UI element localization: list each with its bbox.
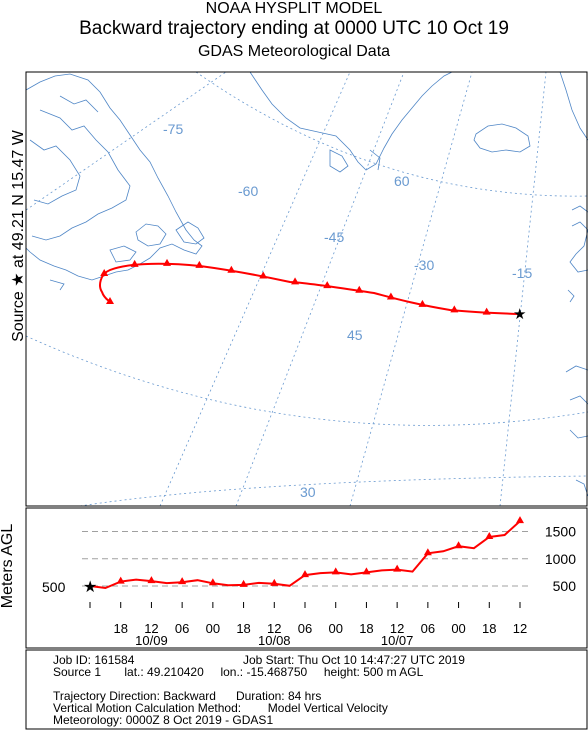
trajectory-path	[99, 262, 520, 315]
x-tick-label: 18	[236, 621, 250, 636]
meridian-lines	[26, 72, 547, 506]
parallel-labels: 60 45 30	[300, 173, 410, 500]
x-tick-label: 00	[328, 621, 342, 636]
height-panel: 500 1000 1500 ★ 500 18 12 06 00 18 12 06 00 18 12 06…	[25, 507, 588, 649]
trajectory-point	[418, 299, 427, 307]
x-tick-label: 00	[206, 621, 220, 636]
x-tick-label: 12	[390, 621, 404, 636]
x-tick-label: 18	[359, 621, 373, 636]
trajectory-direction: Trajectory Direction: Backward Duration:…	[53, 689, 322, 703]
x-tick-label: 06	[175, 621, 189, 636]
height-markers: ★	[83, 516, 524, 596]
trajectory-point	[355, 285, 364, 293]
trajectory-point	[195, 260, 204, 268]
trajectory-point	[106, 297, 114, 304]
map-frame	[25, 71, 588, 507]
x-tick-label: 18	[482, 621, 496, 636]
height-point	[208, 578, 217, 586]
model-title: NOAA HYSPLIT MODEL	[205, 0, 383, 17]
x-tick-label: 00	[451, 621, 465, 636]
height-tick-label: 1000	[545, 551, 576, 567]
x-tick-label: 06	[421, 621, 435, 636]
x-date-label: 10/07	[381, 633, 414, 648]
height-tick-label: 500	[553, 578, 577, 594]
height-point	[393, 564, 402, 572]
height-point	[239, 579, 248, 587]
meridian-label: -15	[512, 265, 532, 281]
x-tick-label: 12	[513, 621, 527, 636]
job-id: Job ID: 161584	[53, 653, 135, 667]
x-date-label: 10/08	[258, 633, 291, 648]
height-point	[331, 567, 340, 575]
meridian-labels: -75 -60 -45 -30 -15	[163, 121, 532, 281]
meridian-label: -75	[163, 121, 183, 137]
height-point	[362, 567, 371, 575]
map-panel: -75 -60 -45 -30 -15 60 45 30 ★	[25, 71, 588, 507]
height-point	[454, 541, 463, 549]
height-point	[485, 531, 494, 539]
trajectory-point	[130, 259, 139, 267]
height-point	[147, 576, 156, 584]
height-point	[178, 577, 187, 585]
trajectory-point	[163, 258, 172, 266]
meridian-label: -60	[238, 183, 258, 199]
height-frame	[25, 507, 588, 649]
height-point	[270, 578, 279, 586]
parallel-label: 60	[394, 173, 410, 189]
height-point	[116, 576, 125, 584]
trajectory-point	[291, 277, 300, 285]
x-tick-marks	[89, 602, 521, 608]
trajectory-markers	[100, 258, 491, 315]
parallel-lines	[26, 72, 588, 506]
trajectory-point	[323, 281, 332, 289]
info-frame	[25, 649, 588, 730]
x-tick-label: 18	[113, 621, 127, 636]
height-point	[301, 570, 309, 578]
vertical-motion: Vertical Motion Calculation Method: Mode…	[53, 701, 388, 715]
x-tick-label: 06	[298, 621, 312, 636]
source-info: Source 1 lat.: 49.210420 lon.: -15.46875…	[53, 665, 424, 679]
height-tick-label: 1500	[545, 524, 576, 540]
x-date-labels: 10/09 10/08 10/07	[135, 633, 413, 648]
height-point	[423, 548, 432, 556]
height-source-star-icon: ★	[83, 579, 97, 596]
parallel-label: 45	[347, 327, 363, 343]
trajectory-point	[259, 271, 268, 279]
data-source-title: GDAS Meteorological Data	[197, 43, 391, 60]
trajectory-point	[227, 265, 236, 273]
height-guides: 500 1000 1500	[82, 524, 577, 594]
trajectory-title: Backward trajectory ending at 0000 UTC 1…	[79, 18, 509, 39]
source-star-icon: ★	[513, 306, 526, 323]
trajectory-point	[450, 305, 459, 313]
meteorology: Meteorology: 0000Z 8 Oct 2019 - GDAS1	[53, 713, 274, 727]
x-date-label: 10/09	[135, 633, 168, 648]
trajectory-point	[100, 269, 109, 277]
trajectory-point	[482, 307, 491, 315]
x-tick-label: 12	[267, 621, 281, 636]
x-tick-label: 12	[144, 621, 158, 636]
height-point	[516, 516, 524, 524]
x-tick-labels: 18 12 06 00 18 12 06 00 18 12 06 00 18 12	[113, 621, 527, 636]
meridian-label: -45	[324, 229, 344, 245]
job-start: Job Start: Thu Oct 10 14:47:27 UTC 2019	[243, 653, 465, 667]
height-left-label: 500	[42, 579, 66, 595]
meridian-label: -30	[414, 257, 434, 273]
trajectory-point	[386, 292, 395, 300]
parallel-label: 30	[300, 484, 316, 500]
